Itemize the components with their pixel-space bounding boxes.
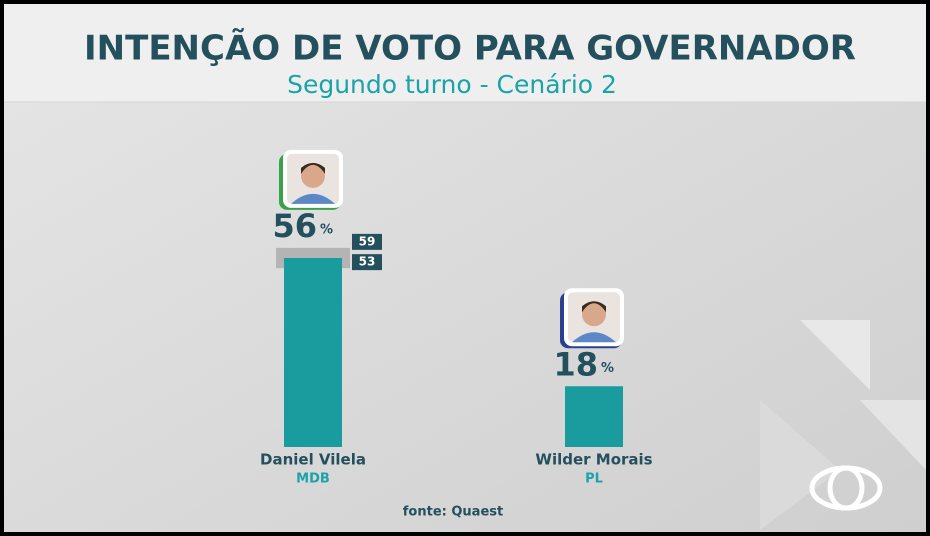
- candidate-photo: [279, 149, 343, 210]
- source: fonte: Quaest: [403, 505, 503, 520]
- x-tick-label: Wilder Morais: [535, 451, 652, 469]
- margin-box: [352, 233, 382, 250]
- chart-subtitle: Segundo turno - Cenário 2: [287, 70, 617, 99]
- bar: [284, 258, 342, 447]
- chart-title: INTENÇÃO DE VOTO PARA GOVERNADOR: [84, 28, 856, 69]
- value-suffix: %: [601, 361, 614, 376]
- party-label: PL: [585, 472, 603, 487]
- header: [4, 4, 926, 102]
- margin-high-label: 59: [359, 234, 376, 248]
- decor: [860, 400, 926, 470]
- decor: [760, 400, 840, 530]
- value-suffix: %: [320, 222, 333, 237]
- margin-box: [352, 254, 382, 271]
- photo-head: [582, 302, 606, 327]
- photo-hair: [582, 301, 606, 313]
- value-label: 18: [553, 345, 598, 383]
- x-tick-label: Daniel Vilela: [260, 451, 366, 469]
- value-label: 56: [272, 207, 317, 245]
- margin-low-label: 53: [359, 255, 376, 269]
- party-label: MDB: [296, 472, 330, 487]
- candidate-photo: [560, 288, 624, 349]
- photo-hair: [301, 162, 325, 174]
- bar: [565, 386, 623, 447]
- logo: [809, 465, 883, 511]
- photo-head: [301, 163, 325, 188]
- photo-body: [291, 193, 335, 204]
- photo-body: [572, 332, 616, 343]
- decor: [800, 320, 870, 390]
